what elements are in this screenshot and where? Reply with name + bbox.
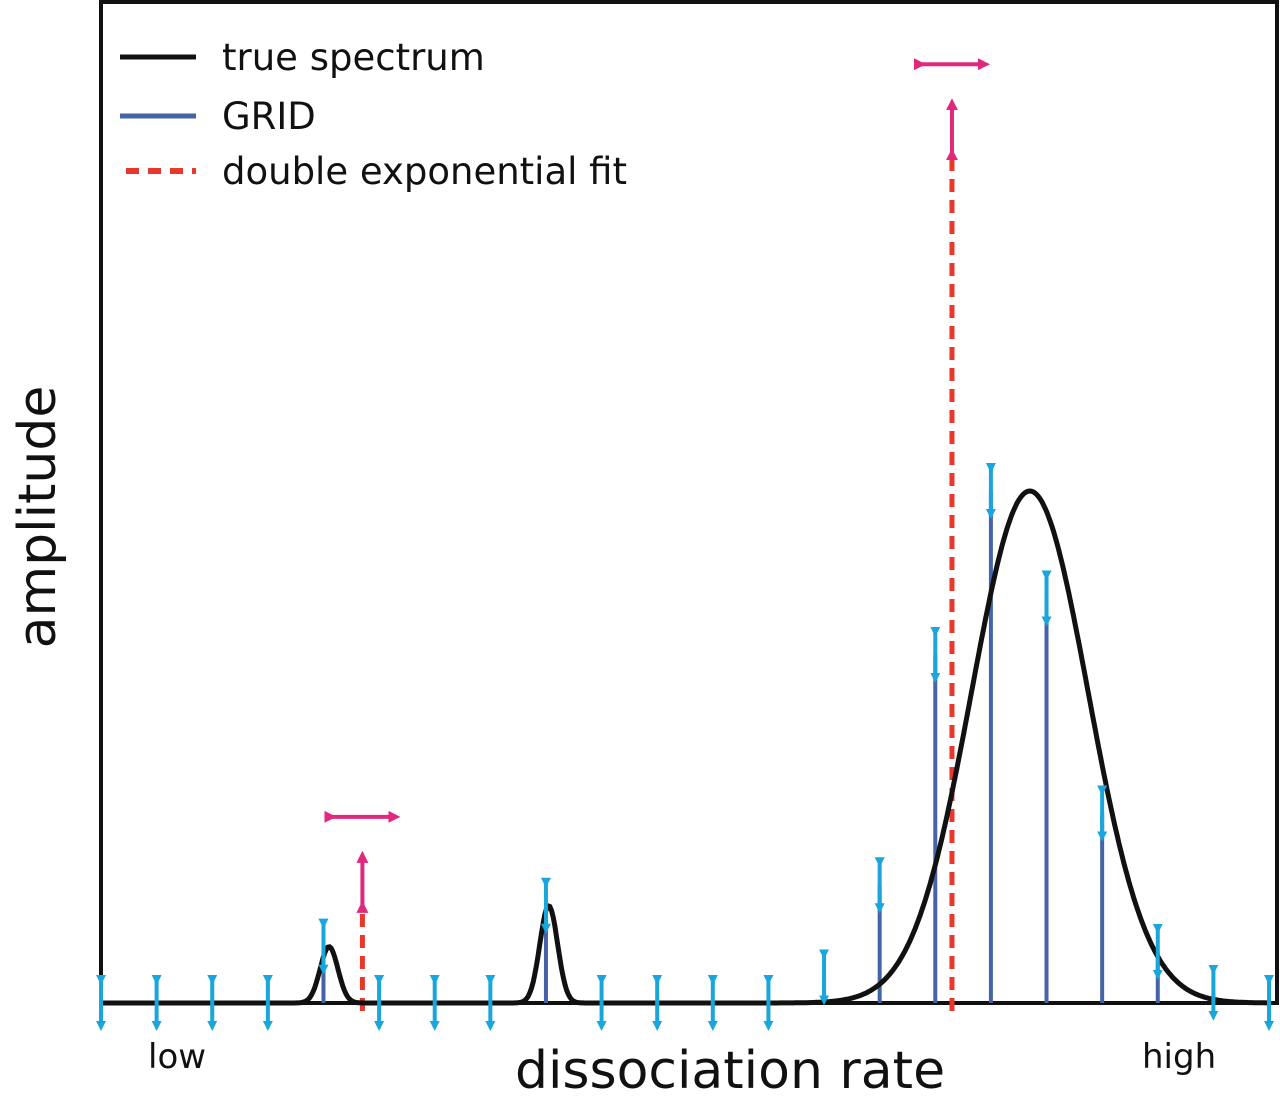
x-axis-low-label: low	[148, 1037, 206, 1077]
x-axis-high-label: high	[1142, 1037, 1216, 1077]
grid-arrows	[96, 463, 1274, 1031]
legend-label-fit: double exponential fit	[222, 150, 627, 193]
fit-arrows	[324, 58, 990, 913]
grid-lines	[321, 491, 1216, 1003]
legend-label-true-spectrum: true spectrum	[222, 36, 485, 79]
true-spectrum-curve	[101, 488, 1269, 1006]
fit-lines	[359, 158, 955, 1011]
y-axis-title: amplitude	[8, 386, 68, 649]
x-axis-title: dissociation rate	[515, 1041, 945, 1101]
legend: true spectrum GRID double exponential fi…	[120, 36, 627, 193]
legend-label-grid: GRID	[222, 95, 316, 138]
